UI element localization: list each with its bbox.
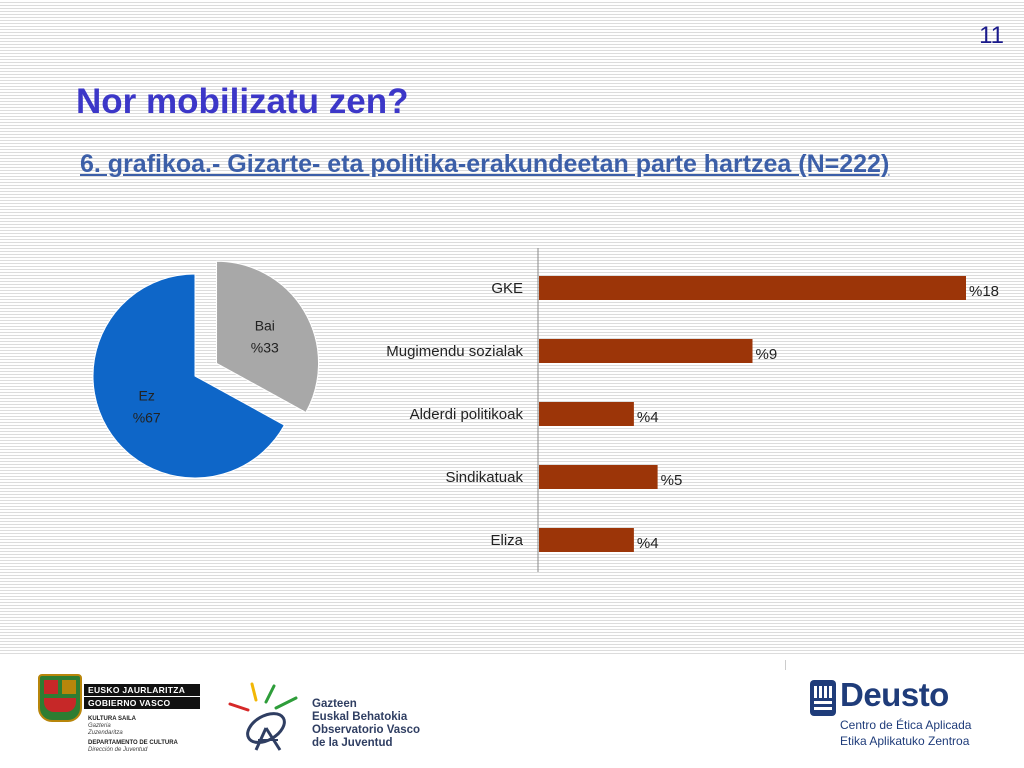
pie-label-bai: Bai — [255, 318, 275, 334]
bar-category-label: Eliza — [490, 532, 523, 549]
footer — [0, 655, 1024, 768]
gazteen-line2: Euskal Behatokia — [312, 711, 408, 723]
chart-subtitle: 6. grafikoa.- Gizarte- eta politika-erak… — [80, 150, 890, 178]
bar-value-label: %18 — [969, 283, 999, 300]
satellite-dish-icon — [228, 682, 298, 751]
gv-dept2b: Dirección de Juventud — [88, 747, 148, 753]
charts-area: Bai %33 Ez %67 GKE %18 Mugimendu sozialak %9 Ald… — [92, 248, 999, 572]
pie-slice-ez — [92, 273, 286, 479]
bar-category-label: Alderdi politikoak — [410, 406, 524, 423]
bar-gke — [539, 276, 966, 300]
pie-value-ez: %67 — [133, 410, 161, 426]
gazteen-line1: Gazteen — [312, 698, 357, 710]
deusto-name: Deusto — [840, 676, 949, 713]
page-title: Nor mobilizatu zen? — [76, 82, 409, 121]
page-number: 11 — [979, 22, 1004, 49]
bar-category-label: Sindikatuak — [445, 469, 523, 486]
bar-value-label: %4 — [637, 409, 659, 426]
deusto-line2: Etika Aplikatuko Zentroa — [840, 734, 970, 748]
footer-divider — [785, 660, 786, 670]
gv-dept1b: Gazteria — [88, 723, 111, 729]
gv-dept1c: Zuzendaritza — [88, 730, 123, 736]
deusto-emblem-icon — [810, 680, 836, 716]
bar-eliza — [539, 528, 634, 552]
bar-value-label: %5 — [661, 472, 683, 489]
bar-value-label: %4 — [637, 535, 659, 552]
coat-of-arms-icon — [38, 674, 82, 722]
gv-dept2: DEPARTAMENTO DE CULTURA — [88, 740, 178, 746]
pie-value-bai: %33 — [251, 340, 279, 356]
bar-category-label: GKE — [491, 280, 523, 297]
gv-line1: EUSKO JAURLARITZA — [84, 684, 200, 696]
bar-category-label: Mugimendu sozialak — [386, 343, 523, 360]
pie-label-ez: Ez — [139, 388, 155, 404]
gv-dept1: KULTURA SAILA — [88, 716, 136, 722]
pie-slice-bai — [216, 260, 319, 414]
deusto-logo: Deusto Centro de Ética Aplicada Etika Ap… — [810, 676, 990, 756]
bar-alderdi-politikoak — [539, 402, 634, 426]
bar-sindikatuak — [539, 465, 658, 489]
gazteen-line3: Observatorio Vasco — [312, 724, 421, 736]
gv-line2: GOBIERNO VASCO — [84, 697, 200, 709]
gazteen-text: Gazteen Euskal Behatokia Observatorio Va… — [312, 698, 420, 750]
gobierno-vasco-logo: EUSKO JAURLARITZA GOBIERNO VASCO KULTURA… — [38, 672, 208, 762]
bar-mugimendu-sozialak — [539, 339, 753, 363]
gazteen-behatokia-logo: Gazteen Euskal Behatokia Observatorio Va… — [226, 678, 426, 758]
deusto-line1: Centro de Ética Aplicada — [840, 718, 972, 732]
bar-value-label: %9 — [756, 346, 778, 363]
gazteen-line4: de la Juventud — [312, 737, 393, 749]
